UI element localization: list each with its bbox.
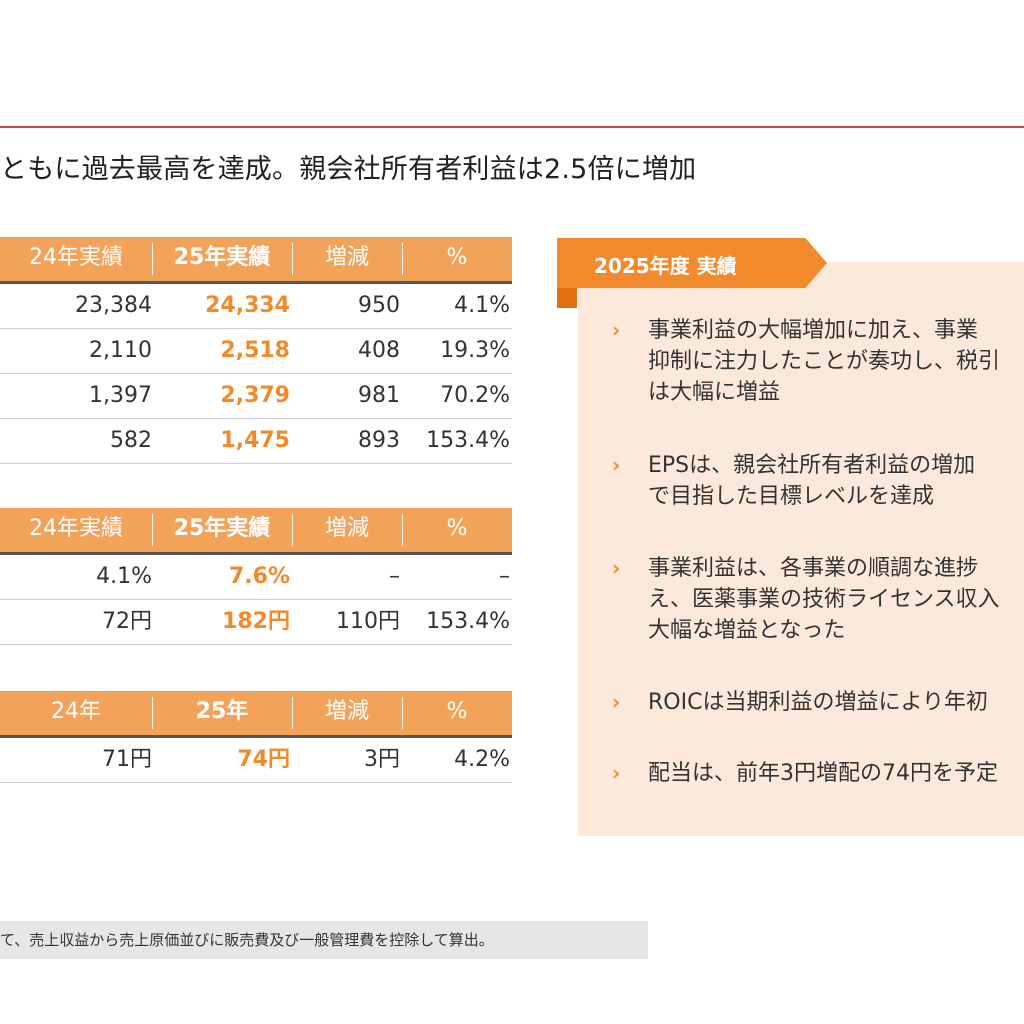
header-divider — [292, 697, 293, 729]
cell-prev: 2,110 — [89, 338, 152, 363]
cell-percent: 4.2% — [454, 747, 510, 772]
table-header: 24年実績 25年実績 増減 % — [0, 508, 512, 552]
page-title: ともに過去最高を達成。親会社所有者利益は2.5倍に増加 — [0, 154, 697, 185]
cell-change: 981 — [358, 383, 400, 408]
header-divider — [292, 243, 293, 275]
chevron-right-icon: › — [612, 556, 621, 580]
header-rule — [0, 552, 512, 555]
col-change: 増減 — [324, 516, 369, 541]
cell-change: 950 — [358, 293, 400, 318]
chevron-right-icon: › — [612, 690, 621, 714]
header-divider — [152, 697, 153, 729]
bullet-line: 抑制に注力したことが奏功し、税引 — [648, 349, 1001, 374]
footnote: て、売上収益から売上原価並びに販売費及び一般管理費を控除して算出。 — [0, 921, 648, 959]
col-percent: % — [446, 699, 468, 724]
cell-change: – — [389, 564, 400, 589]
header-divider — [152, 514, 153, 546]
cell-current: 74円 — [237, 747, 290, 772]
cell-current: 2,379 — [220, 383, 290, 408]
bullet-text: 配当は、前年3円増配の74円を予定 — [648, 758, 1024, 789]
col-this-year: 25年 — [195, 699, 249, 724]
col-prev-year: 24年実績 — [29, 245, 123, 270]
bullet-line: 大幅な増益となった — [648, 618, 846, 643]
header-rule — [0, 735, 512, 738]
col-prev-year: 24年実績 — [29, 516, 123, 541]
col-percent: % — [446, 516, 468, 541]
header-divider — [402, 243, 403, 275]
bullet-line: 事業利益の大幅増加に加え、事業 — [648, 318, 979, 343]
cell-prev: 582 — [110, 428, 152, 453]
col-this-year: 25年実績 — [173, 245, 271, 270]
chevron-right-icon: › — [612, 761, 621, 785]
cell-prev: 23,384 — [75, 293, 152, 318]
cell-change: 408 — [358, 338, 400, 363]
cell-current: 7.6% — [228, 564, 290, 589]
table-row: 2,110 2,518 408 19.3% — [0, 329, 512, 374]
cell-percent: 4.1% — [454, 293, 510, 318]
indicators-table: 24年実績 25年実績 増減 % 4.1% 7.6% – – 72円 182円 … — [0, 508, 512, 645]
cell-current: 24,334 — [205, 293, 290, 318]
cell-change: 893 — [358, 428, 400, 453]
col-this-year: 25年実績 — [173, 516, 271, 541]
bullet-text: ROICは当期利益の増益により年初 — [648, 687, 1024, 718]
cell-percent: 153.4% — [426, 428, 510, 453]
bullet-line: で目指した目標レベルを達成 — [648, 484, 935, 509]
bullet-line: 配当は、前年3円増配の74円を予定 — [648, 761, 998, 786]
cell-current: 182円 — [222, 609, 290, 634]
top-divider — [0, 126, 1024, 128]
chevron-right-icon: › — [612, 318, 621, 342]
dividend-table: 24年 25年 増減 % 71円 74円 3円 4.2% — [0, 691, 512, 783]
col-change: 増減 — [324, 699, 369, 724]
col-prev-year: 24年 — [51, 699, 101, 724]
cell-percent: – — [499, 564, 510, 589]
header-divider — [402, 514, 403, 546]
bullet-line: は大幅に増益 — [648, 380, 781, 405]
cell-prev: 71円 — [102, 747, 152, 772]
header-divider — [402, 697, 403, 729]
col-change: 増減 — [324, 245, 369, 270]
table-row: 1,397 2,379 981 70.2% — [0, 374, 512, 419]
cell-current: 1,475 — [220, 428, 290, 453]
bullet-text: 事業利益は、各事業の順調な進捗 え、医薬事業の技術ライセンス収入 大幅な増益とな… — [648, 553, 1024, 646]
ribbon-banner — [557, 238, 827, 288]
chevron-right-icon: › — [612, 453, 621, 477]
table-row: 72円 182円 110円 153.4% — [0, 600, 512, 645]
cell-prev: 1,397 — [89, 383, 152, 408]
header-divider — [292, 514, 293, 546]
highlights-panel — [578, 262, 1024, 836]
bullet-line: え、医薬事業の技術ライセンス収入 — [648, 587, 1000, 612]
bullet-line: EPSは、親会社所有者利益の増加 — [648, 453, 976, 478]
bullet-line: 事業利益は、各事業の順調な進捗 — [648, 556, 979, 581]
cell-prev: 4.1% — [96, 564, 152, 589]
cell-current: 2,518 — [220, 338, 290, 363]
col-percent: % — [446, 245, 468, 270]
table-row: 23,384 24,334 950 4.1% — [0, 284, 512, 329]
cell-change: 110円 — [336, 609, 400, 634]
bullet-line: ROICは当期利益の増益により年初 — [648, 690, 989, 715]
table-row: 71円 74円 3円 4.2% — [0, 738, 512, 783]
table-row: 4.1% 7.6% – – — [0, 555, 512, 600]
cell-prev: 72円 — [102, 609, 152, 634]
panel-heading: 2025年度 実績 — [594, 254, 737, 278]
table-row: 582 1,475 893 153.4% — [0, 419, 512, 464]
cell-change: 3円 — [364, 747, 400, 772]
results-table: 24年実績 25年実績 増減 % 23,384 24,334 950 4.1% … — [0, 237, 512, 464]
header-divider — [152, 243, 153, 275]
header-rule — [0, 281, 512, 284]
cell-percent: 19.3% — [440, 338, 510, 363]
cell-percent: 70.2% — [440, 383, 510, 408]
cell-percent: 153.4% — [426, 609, 510, 634]
table-header: 24年実績 25年実績 増減 % — [0, 237, 512, 281]
bullet-text: EPSは、親会社所有者利益の増加 で目指した目標レベルを達成 — [648, 450, 1024, 512]
table-header: 24年 25年 増減 % — [0, 691, 512, 735]
bullet-text: 事業利益の大幅増加に加え、事業 抑制に注力したことが奏功し、税引 は大幅に増益 — [648, 315, 1024, 408]
